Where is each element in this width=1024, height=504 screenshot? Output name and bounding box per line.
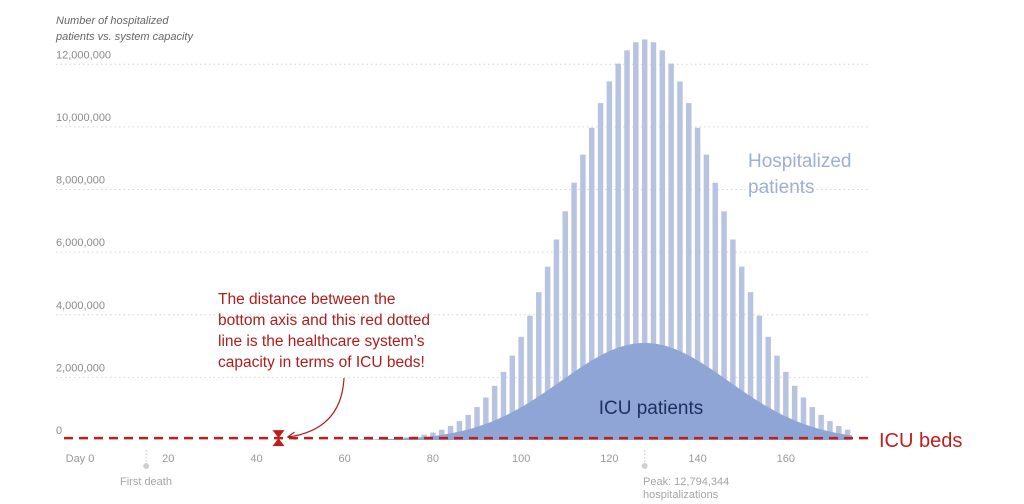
hospitalized-bar: [809, 407, 816, 440]
gridlines: [56, 63, 868, 378]
hospitalized-bar: [588, 127, 595, 441]
x-tick-label-7: 140: [688, 453, 706, 465]
capacity-marker-icon: [272, 430, 285, 447]
hospitalized-bar: [818, 414, 824, 440]
peak-marker-dot: [641, 463, 648, 469]
hospitalized-bar: [500, 371, 507, 440]
hospitalized-bar: [765, 336, 771, 440]
y-tick-label-4: 8,000,000: [56, 175, 105, 187]
x-tick-label-1: 20: [162, 453, 174, 465]
y-tick-label-0: 0: [56, 425, 62, 437]
hospitalized-bar: [615, 63, 621, 440]
icu-patients-label: ICU patients: [599, 398, 704, 419]
hospitalized-bar: [641, 39, 648, 440]
hospitalized-bar: [730, 239, 736, 440]
first-death-marker-dot: [143, 463, 150, 469]
chart-subtitle-line-2: patients vs. system capacity: [55, 31, 194, 43]
x-tick-labels: Day 0 20 40 60 80 100 120 140 160: [66, 453, 795, 465]
capacity-marker-top: [272, 430, 285, 439]
first-death-label: First death: [120, 476, 172, 488]
hospitalized-bar: [456, 421, 463, 440]
hospitalized-bar: [562, 211, 568, 440]
capacity-note-arrowhead: [287, 431, 296, 440]
x-tick-label-3: 60: [339, 453, 351, 465]
hospitalized-bar: [633, 42, 639, 440]
x-tick-label-0: Day 0: [66, 453, 95, 465]
capacity-marker-bottom: [272, 438, 285, 447]
x-tick-label-5: 100: [512, 453, 530, 465]
y-tick-label-3: 6,000,000: [56, 237, 105, 249]
hospitalized-bar: [536, 292, 542, 440]
icu-beds-label: ICU beds: [879, 430, 962, 452]
hospitalized-label-line-1: Hospitalized: [748, 151, 852, 172]
hospitalized-bar: [491, 385, 498, 440]
hospitalized-bar: [668, 63, 674, 440]
hospitalized-bar: [827, 421, 833, 440]
x-tick-label-4: 80: [427, 453, 439, 465]
capacity-note-arrow: [287, 377, 345, 438]
hospitalized-label-line-2: patients: [748, 177, 815, 198]
hospitalized-bar: [650, 42, 657, 440]
hospitalized-bar: [544, 266, 551, 440]
hospitalized-bar: [518, 336, 524, 440]
hospitalized-bar: [624, 50, 630, 441]
hospitalized-bar: [738, 266, 745, 440]
hospitalized-bar: [800, 397, 807, 440]
hospitalized-bar: [571, 182, 577, 440]
hospitalized-bar: [783, 371, 789, 440]
x-tick-label-8: 160: [777, 453, 795, 465]
y-tick-label-1: 2,000,000: [56, 362, 105, 374]
hospitalized-bar: [527, 315, 533, 440]
axis-markers: [143, 450, 648, 469]
hospitalized-bar: [686, 103, 692, 440]
x-tick-label-6: 120: [600, 453, 618, 465]
hospitalized-bar: [721, 211, 727, 440]
hospitalized-bar: [836, 425, 842, 440]
y-tick-label-5: 10,000,000: [56, 112, 111, 124]
hospitalized-bar: [774, 355, 780, 440]
hospitalized-bar: [712, 182, 718, 440]
hospitalized-bar: [747, 292, 754, 440]
hospitalized-bar: [606, 81, 613, 441]
chart-subtitle-line-1: Number of hospitalized: [56, 15, 169, 27]
hospitalized-bar: [553, 239, 560, 440]
y-tick-label-2: 4,000,000: [56, 300, 105, 312]
hospitalized-bar: [791, 385, 798, 440]
y-tick-labels: 0 2,000,000 4,000,000 6,000,000 8,000,000 10,…: [56, 49, 111, 437]
hospitalized-bar: [756, 315, 763, 440]
hospitalized-bar: [447, 425, 454, 440]
hospitalized-bar: [703, 154, 710, 440]
x-tick-label-2: 40: [250, 453, 262, 465]
capacity-note-line-4: capacity in terms of ICU beds!: [218, 354, 425, 371]
hospitalized-bar: [597, 103, 604, 440]
hospitalized-bar: [474, 407, 480, 440]
capacity-note-line-3: line is the healthcare system’s: [218, 333, 425, 350]
icu-area: [344, 342, 852, 440]
y-tick-label-6: 12,000,000: [56, 49, 111, 61]
peak-label-line-2: hospitalizations: [643, 489, 719, 501]
hospitalized-bar: [580, 154, 586, 440]
hospitalized-bar: [694, 127, 701, 441]
hospitalized-bar: [509, 355, 516, 440]
hospitalized-bar: [465, 414, 471, 440]
hospitalized-bars: [359, 39, 851, 441]
peak-label-line-1: Peak: 12,794,344: [643, 476, 729, 488]
hospitalized-bar: [677, 81, 683, 441]
hospitalized-bar: [483, 397, 489, 440]
capacity-note-line-2: bottom axis and this red dotted: [218, 312, 430, 329]
capacity-note-line-1: The distance between the: [218, 291, 396, 308]
hospitalized-bar: [659, 50, 666, 441]
